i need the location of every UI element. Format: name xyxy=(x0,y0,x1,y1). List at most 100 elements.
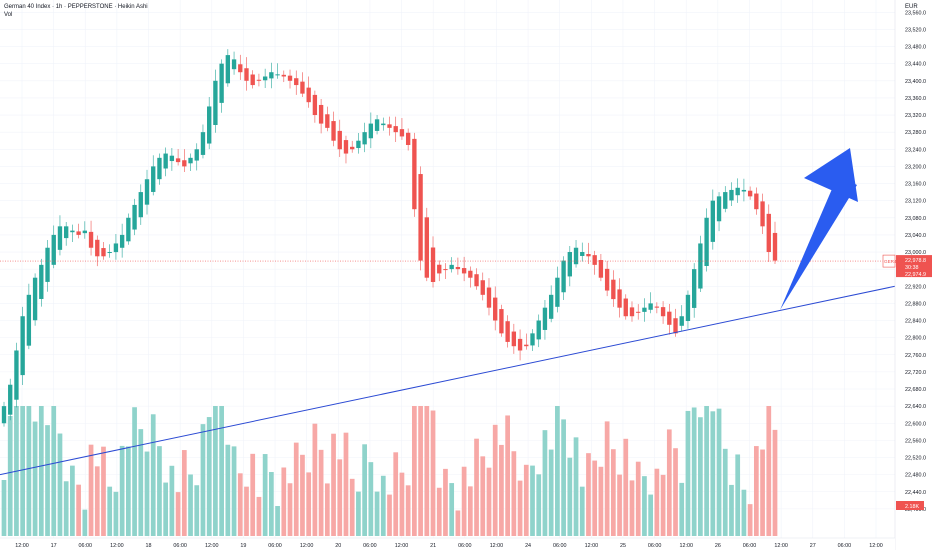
volume-label: Vol xyxy=(4,12,13,18)
volume-bar xyxy=(567,457,573,536)
volume-bar xyxy=(548,449,554,536)
up-arrow-drawing[interactable] xyxy=(780,148,858,310)
volume-bar xyxy=(219,406,224,536)
volume-bar xyxy=(337,459,343,536)
x-tick-label: 12:00 xyxy=(205,543,219,549)
volume-bar xyxy=(722,448,728,536)
y-tick-label: 23,440.0 xyxy=(905,62,926,68)
volume-bar xyxy=(45,425,50,536)
price-tag-line: 22,974.9 xyxy=(905,272,926,278)
candle-body xyxy=(381,123,386,126)
price-tag-line: 22,978.8 xyxy=(905,258,926,264)
volume-bar xyxy=(88,444,94,536)
candle-body xyxy=(704,217,709,266)
volume-bar xyxy=(772,429,778,536)
candle-body xyxy=(729,189,734,201)
candle-body xyxy=(598,260,604,278)
volume-bar xyxy=(169,465,175,536)
volume-bar xyxy=(598,466,604,536)
candle-body xyxy=(561,260,566,293)
volume-bars xyxy=(1,406,778,536)
volume-bar xyxy=(287,483,293,536)
candle-body xyxy=(772,232,778,261)
candle-body xyxy=(517,338,523,351)
y-tick-label: 22,840.0 xyxy=(905,319,926,325)
volume-bar xyxy=(710,411,716,536)
candle-body xyxy=(511,331,517,347)
volume-bar xyxy=(213,406,218,536)
y-tick-label: 23,480.0 xyxy=(905,45,926,51)
candle-body xyxy=(126,217,131,242)
candle-body xyxy=(580,252,585,256)
candle-body xyxy=(337,130,342,150)
candle-body xyxy=(287,75,293,81)
candle-body xyxy=(175,158,181,163)
candle-body xyxy=(51,234,56,265)
candle-body xyxy=(424,217,429,278)
volume-tag-label: 2.18K xyxy=(905,504,919,510)
volume-bar xyxy=(673,448,678,536)
volume-bar xyxy=(262,454,268,536)
y-tick-label: 23,000.0 xyxy=(905,250,926,256)
y-tick-label: 22,520.0 xyxy=(905,456,926,462)
candle-body xyxy=(629,307,635,317)
candle-body xyxy=(26,294,32,346)
volume-bar xyxy=(461,466,467,536)
candle-body xyxy=(480,280,485,295)
candles xyxy=(1,49,778,427)
candle-body xyxy=(281,74,286,77)
volume-bar xyxy=(436,487,442,536)
candle-body xyxy=(14,350,19,400)
candle-body xyxy=(691,269,697,308)
chart-title[interactable]: German 40 Index · 1h · PEPPERSTONE · Hei… xyxy=(4,4,148,10)
volume-bar xyxy=(523,464,529,536)
candle-body xyxy=(623,298,628,317)
candle-body xyxy=(113,243,119,253)
volume-bar xyxy=(480,456,486,536)
candle-body xyxy=(766,213,771,253)
candle-body xyxy=(238,64,243,73)
volume-bar xyxy=(579,486,585,536)
candle-body xyxy=(548,294,554,319)
candle-body xyxy=(262,76,268,81)
candle-body xyxy=(555,277,560,307)
candle-body xyxy=(710,200,715,242)
volume-bar xyxy=(430,410,436,536)
candle-body xyxy=(430,247,436,282)
y-tick-label: 22,600.0 xyxy=(905,421,926,427)
volume-bar xyxy=(119,445,125,536)
volume-bar xyxy=(424,406,430,536)
candle-body xyxy=(493,297,498,321)
y-tick-label: 22,880.0 xyxy=(905,301,926,307)
candle-body xyxy=(151,166,156,192)
x-tick-label: 12:00 xyxy=(15,543,29,549)
volume-bar xyxy=(125,446,131,536)
candle-body xyxy=(542,307,548,330)
candle-body xyxy=(95,239,100,257)
volume-bar xyxy=(113,491,119,536)
candle-body xyxy=(57,226,63,250)
candle-body xyxy=(374,119,380,131)
candle-body xyxy=(418,174,423,261)
candle-body xyxy=(157,157,162,180)
volume-bar xyxy=(660,474,666,536)
y-tick-label: 23,040.0 xyxy=(905,233,926,239)
volume-bar xyxy=(26,406,32,536)
candle-body xyxy=(132,204,137,230)
volume-tag xyxy=(896,501,924,510)
x-tick-label: 18 xyxy=(146,543,152,549)
y-tick-label: 23,520.0 xyxy=(905,27,926,33)
candle-body xyxy=(76,231,81,235)
y-tick-label: 22,720.0 xyxy=(905,370,926,376)
volume-bar xyxy=(244,486,249,536)
price-tag-line: 30:38 xyxy=(905,265,919,271)
candle-body xyxy=(163,153,168,169)
candle-body xyxy=(32,277,38,321)
trendline[interactable] xyxy=(0,285,896,476)
time-axis[interactable]: 12:00 17 06:00 12:00 18 06:00 12:00 19 06:00 12:0… xyxy=(15,543,883,549)
candle-body xyxy=(648,303,653,310)
volume-bar xyxy=(206,417,212,536)
volume-bar xyxy=(256,496,262,536)
volume-bar xyxy=(698,417,703,536)
